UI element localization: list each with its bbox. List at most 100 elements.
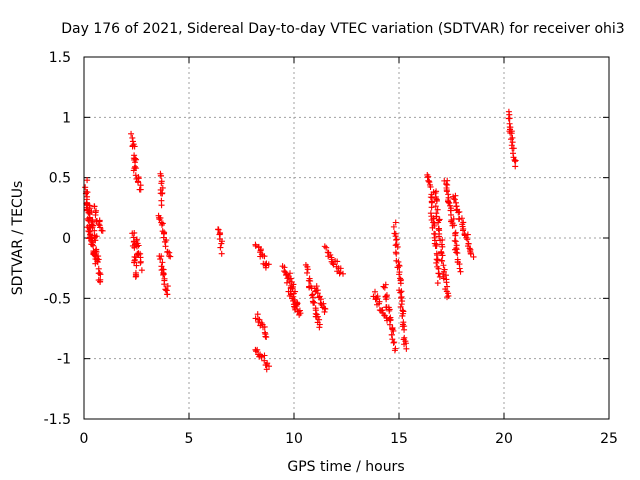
y-tick-label: 1.5 — [49, 50, 71, 66]
data-point — [467, 250, 474, 257]
data-point — [162, 286, 169, 293]
data-point — [133, 236, 140, 243]
data-point — [450, 215, 457, 222]
data-point — [433, 259, 440, 266]
data-point — [157, 170, 164, 177]
data-point — [296, 311, 303, 318]
data-point — [433, 197, 440, 204]
data-point — [434, 206, 441, 213]
data-point — [466, 245, 473, 252]
data-point — [157, 214, 164, 221]
data-point — [283, 279, 290, 286]
data-point — [131, 259, 138, 266]
data-point — [137, 186, 144, 193]
data-point — [330, 261, 337, 268]
data-point — [253, 348, 260, 355]
data-point — [434, 256, 441, 263]
data-point — [435, 219, 442, 226]
data-point — [218, 250, 225, 257]
data-point — [374, 293, 381, 300]
data-point — [128, 130, 135, 137]
data-point — [454, 250, 461, 257]
data-point — [439, 257, 446, 264]
x-tick-label: 10 — [285, 431, 303, 447]
data-point — [322, 305, 329, 312]
data-point — [92, 237, 99, 244]
y-axis-label: SDTVAR / TECUs — [10, 181, 26, 296]
x-tick-label: 20 — [495, 431, 513, 447]
y-tick-label: 0 — [62, 231, 71, 247]
data-point — [257, 246, 264, 253]
data-point — [403, 345, 410, 352]
data-point — [310, 299, 317, 306]
data-point — [444, 177, 451, 184]
data-point — [261, 323, 268, 330]
data-point — [132, 163, 139, 170]
y-tick-label: -1.5 — [44, 412, 71, 428]
data-point — [93, 246, 100, 253]
data-point — [314, 313, 321, 320]
data-point — [97, 271, 104, 278]
data-point — [443, 279, 450, 286]
data-point — [129, 134, 136, 141]
data-point — [458, 215, 465, 222]
data-point — [512, 163, 519, 170]
grid — [84, 57, 609, 419]
data-point — [510, 145, 517, 152]
data-point — [258, 320, 265, 327]
data-point — [164, 291, 171, 298]
data-point — [464, 236, 471, 243]
data-point — [161, 281, 168, 288]
data-point — [133, 262, 140, 269]
data-point — [252, 243, 259, 250]
data-point — [84, 177, 91, 184]
data-point — [97, 276, 104, 283]
data-point — [440, 275, 447, 282]
data-point — [159, 189, 166, 196]
data-point — [265, 261, 272, 268]
data-point — [432, 203, 439, 210]
data-point — [460, 219, 467, 226]
data-point — [130, 238, 137, 245]
data-point — [398, 288, 405, 295]
data-point — [137, 259, 144, 266]
data-point — [167, 253, 174, 260]
data-point — [314, 287, 321, 294]
data-point — [266, 363, 273, 370]
data-point — [505, 108, 512, 115]
data-point — [440, 262, 447, 269]
data-point — [316, 293, 323, 300]
data-point — [91, 203, 98, 210]
data-point — [392, 345, 399, 352]
data-point — [287, 275, 294, 282]
data-point — [381, 284, 388, 291]
data-point — [399, 298, 406, 305]
data-point — [391, 339, 398, 346]
data-point — [375, 300, 382, 307]
data-point — [164, 283, 171, 290]
data-point — [320, 300, 327, 307]
plot-frame — [83, 56, 610, 420]
data-point — [88, 221, 95, 228]
y-tick-label: -1 — [57, 352, 71, 368]
data-point — [286, 270, 293, 277]
data-point — [398, 294, 405, 301]
data-point — [451, 196, 458, 203]
data-point — [510, 154, 517, 161]
data-point — [254, 346, 261, 353]
data-point — [340, 270, 347, 277]
data-point — [424, 174, 431, 181]
data-point — [511, 156, 518, 163]
data-point — [448, 211, 455, 218]
data-point — [400, 308, 407, 315]
data-point — [263, 334, 270, 341]
data-point — [131, 143, 138, 150]
data-point — [162, 243, 169, 250]
data-point — [426, 179, 433, 186]
data-point — [158, 202, 165, 209]
data-point — [138, 267, 145, 274]
data-point — [132, 256, 139, 263]
data-point — [219, 238, 226, 245]
data-point — [509, 139, 516, 146]
data-point — [323, 244, 330, 251]
